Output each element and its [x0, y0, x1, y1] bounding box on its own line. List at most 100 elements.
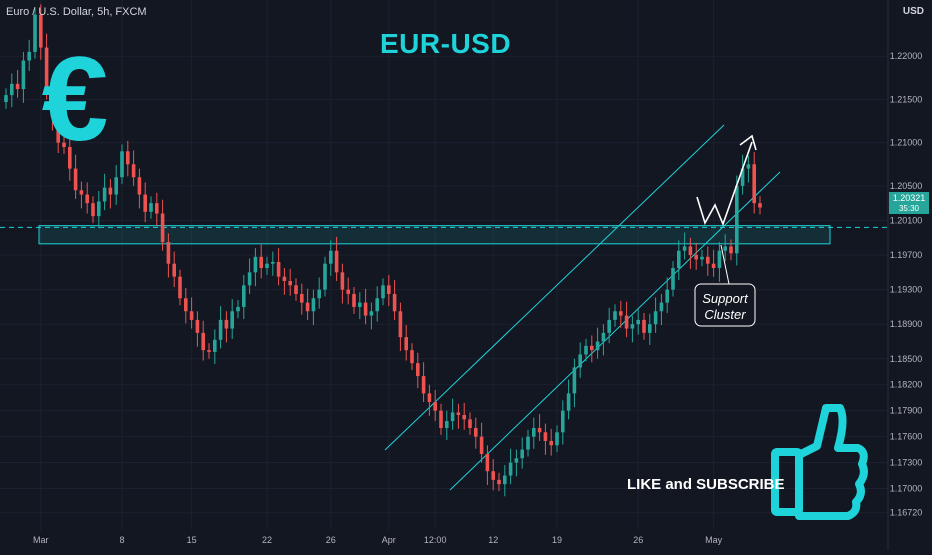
thumbs-up-icon[interactable] [771, 404, 868, 520]
candle-body [456, 412, 461, 416]
channel-lower-line[interactable] [449, 171, 781, 491]
channel-upper-line[interactable] [384, 124, 725, 451]
candle-body [213, 339, 217, 352]
candle-body [27, 51, 31, 61]
candle-body [178, 276, 182, 299]
candle-body [572, 367, 577, 394]
time-axis[interactable]: Mar 8 15 22 26 Apr 12:00 12 19 26 May [33, 535, 723, 545]
candle-body [114, 177, 118, 195]
candle-body [584, 345, 588, 355]
candle-body [91, 203, 95, 217]
candle-body [166, 242, 171, 264]
candle-body [595, 341, 600, 351]
candle-body [352, 293, 356, 307]
candle-body [85, 194, 89, 204]
candle-body [421, 376, 426, 394]
x-tick-label: 12 [488, 535, 498, 545]
candle-body [537, 427, 542, 433]
candle-body [44, 47, 49, 91]
support-callout-box[interactable] [694, 283, 756, 327]
like-subscribe-text: LIKE and SUBSCRIBE [627, 476, 785, 493]
x-tick-label: 12:00 [424, 535, 447, 545]
candle-body [462, 415, 466, 420]
candle-body [236, 306, 240, 312]
candle-body [311, 298, 316, 312]
candle-body [73, 168, 78, 191]
candle-body [323, 263, 327, 290]
candle-body [416, 363, 420, 377]
projection-path[interactable] [696, 141, 753, 227]
candle-body [642, 319, 646, 333]
candle-body [729, 246, 733, 254]
currency-button[interactable]: USD [902, 6, 924, 17]
candle-body [276, 261, 281, 277]
chart-title-overlay: EUR-USD [380, 28, 512, 59]
candle-body [450, 412, 455, 422]
candle-body [590, 345, 594, 351]
candle-body [329, 250, 333, 264]
candle-body [33, 14, 37, 52]
candle-body [305, 302, 310, 312]
candle-body [549, 440, 553, 446]
candle-body [619, 311, 623, 316]
support-zone[interactable] [38, 225, 831, 245]
candle-body [706, 256, 710, 264]
candle-body [120, 151, 124, 178]
symbol-info: Euro / U.S. Dollar, 5h, FXCM [6, 6, 147, 18]
candle-body [126, 151, 130, 165]
candle-body [758, 203, 762, 208]
y-tick-label: 1.19300 [890, 285, 923, 295]
candle-body [172, 263, 176, 277]
y-tick-label: 1.21500 [890, 94, 923, 104]
candle-body [520, 449, 524, 459]
candle-body [207, 350, 211, 352]
candle-body [514, 458, 519, 463]
candle-body [410, 350, 414, 364]
candle-body [677, 250, 681, 269]
candle-body [10, 83, 14, 96]
x-tick-label: Mar [33, 535, 49, 545]
candle-body [224, 319, 229, 329]
candle-body [143, 194, 147, 212]
candle-body [613, 311, 617, 320]
x-tick-label: 15 [187, 535, 197, 545]
y-tick-label: 1.17000 [890, 483, 923, 493]
candle-body [259, 256, 263, 269]
candle-body [508, 462, 513, 476]
candle-body [665, 289, 669, 303]
candle-body [62, 142, 66, 147]
x-tick-label: 19 [552, 535, 562, 545]
candle-body [682, 246, 687, 251]
candle-body [561, 410, 565, 433]
candle-body [15, 83, 20, 90]
candle-body [387, 285, 391, 294]
candle-body [607, 319, 611, 333]
euro-symbol: € [42, 32, 109, 166]
y-tick-label: 1.19700 [890, 250, 923, 260]
candle-body [711, 263, 716, 269]
countdown: 35:30 [899, 204, 920, 213]
candle-body [752, 164, 756, 204]
candle-body [358, 302, 362, 307]
candle-body [137, 177, 142, 195]
y-tick-label: 1.20500 [890, 181, 923, 191]
candle-body [79, 190, 84, 195]
candle-body [746, 164, 751, 169]
candle-body [433, 402, 437, 411]
candle-body [317, 289, 321, 299]
support-label-line1: Support [702, 291, 749, 306]
candle-body [131, 164, 136, 178]
candle-body [630, 324, 635, 329]
candle-body [184, 298, 188, 312]
candle-body [555, 432, 559, 446]
candle-body [717, 250, 722, 269]
candle-body [155, 203, 159, 214]
candle-body [97, 201, 101, 217]
price-axis[interactable]: 1.22000 1.21500 1.21000 1.20500 1.20100 1.197… [890, 51, 923, 518]
candle-body [39, 14, 43, 48]
candle-body [439, 410, 443, 428]
candle-body [230, 311, 234, 329]
projection-arrowhead [739, 134, 757, 151]
